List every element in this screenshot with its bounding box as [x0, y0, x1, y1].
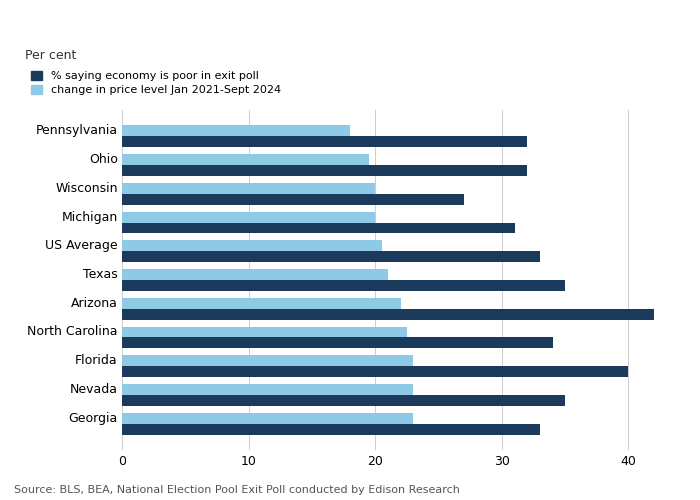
Bar: [122, 424, 540, 434]
Bar: [122, 395, 565, 406]
Bar: [122, 298, 400, 308]
Bar: [122, 183, 375, 194]
Legend: % saying economy is poor in exit poll, change in price level Jan 2021-Sept 2024: % saying economy is poor in exit poll, c…: [31, 72, 281, 96]
Bar: [122, 240, 382, 252]
Text: Per cent: Per cent: [25, 49, 76, 62]
Bar: [122, 356, 414, 366]
Bar: [122, 126, 350, 136]
Bar: [122, 384, 414, 395]
Text: Source: BLS, BEA, National Election Pool Exit Poll conducted by Edison Research: Source: BLS, BEA, National Election Pool…: [14, 485, 460, 495]
Bar: [122, 338, 552, 348]
Bar: [122, 136, 527, 147]
Bar: [122, 212, 375, 222]
Bar: [122, 165, 527, 176]
Bar: [122, 412, 414, 424]
Bar: [122, 280, 565, 291]
Bar: [122, 326, 407, 338]
Bar: [122, 366, 629, 377]
Bar: [122, 194, 464, 204]
Bar: [122, 252, 540, 262]
Bar: [122, 222, 514, 234]
Bar: [122, 154, 369, 165]
Bar: [122, 269, 388, 280]
Bar: [122, 308, 654, 320]
